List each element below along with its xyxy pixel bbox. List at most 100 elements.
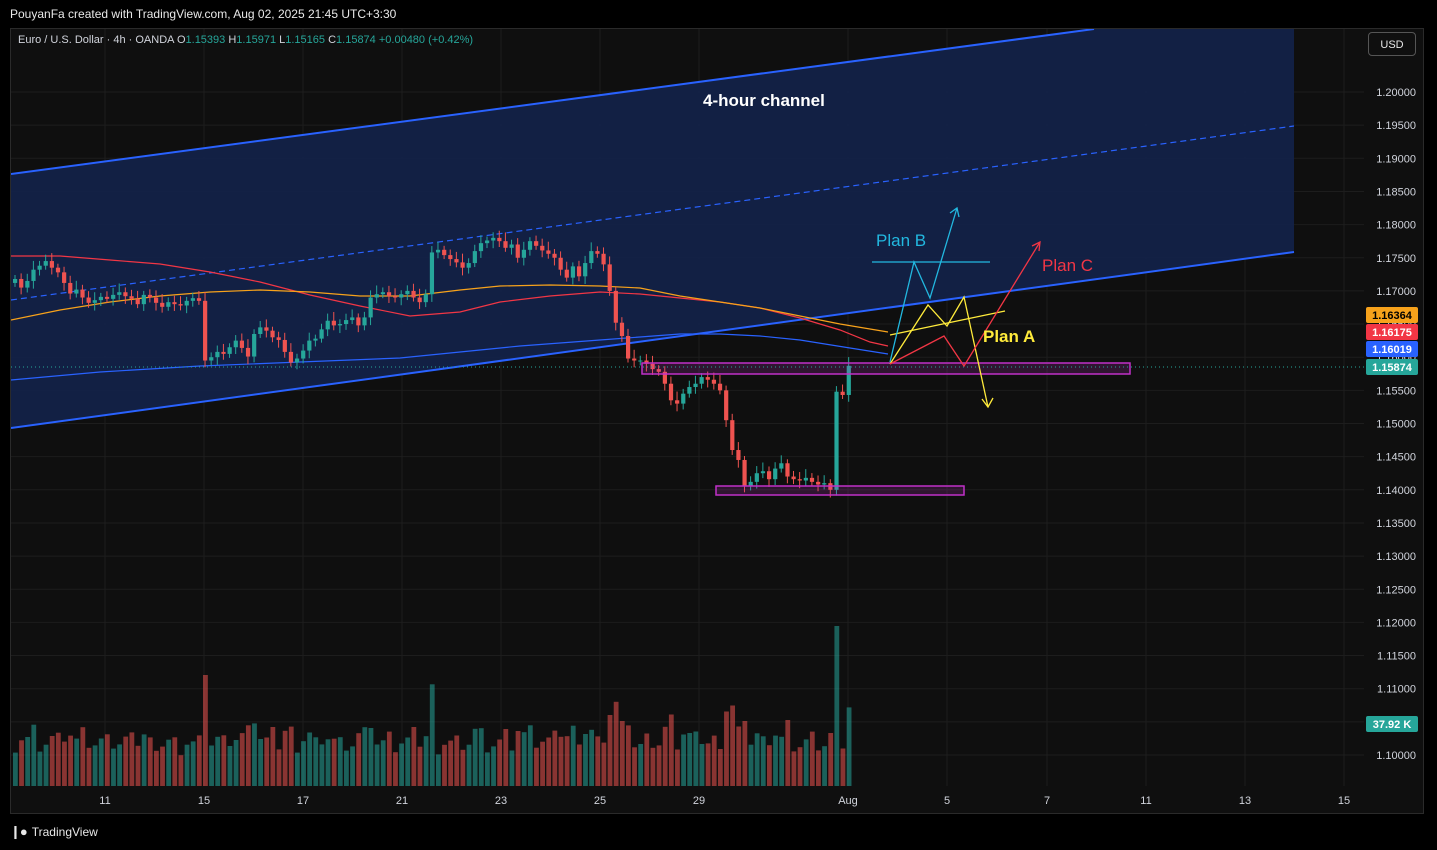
candle-body [172, 302, 177, 305]
volume-bar [13, 752, 18, 786]
candle-body [595, 251, 600, 254]
candle-body [472, 251, 477, 264]
volume-bar [552, 730, 558, 786]
currency-button[interactable]: USD [1368, 32, 1416, 56]
candle-body [331, 320, 336, 326]
volume-bar [313, 737, 319, 786]
candle-body [619, 322, 625, 336]
candle-body [399, 294, 404, 298]
y-tick-label: 1.18000 [1376, 220, 1416, 232]
plan-c-path[interactable] [889, 241, 1041, 368]
volume-bar [803, 739, 809, 786]
volume-bar [534, 747, 539, 786]
legend-close-label: C [328, 34, 337, 46]
volume-bar [301, 741, 306, 786]
candle-body [681, 393, 686, 404]
volume-bar [74, 738, 80, 786]
volume-bar [509, 750, 515, 786]
volume-bar [742, 721, 748, 786]
price-axis[interactable]: 1.20000 1.19500 1.19000 1.18500 1.18000 1.175… [1376, 87, 1416, 762]
candle-body [245, 347, 251, 357]
y-tick-label: 1.13000 [1376, 551, 1416, 563]
candle-body [809, 477, 815, 482]
x-tick-label: 29 [693, 795, 705, 807]
volume-bar [25, 737, 31, 786]
volume-bar [632, 747, 637, 786]
candle-body [307, 340, 312, 351]
x-tick-label: 13 [1239, 795, 1251, 807]
x-tick-label: 15 [1338, 795, 1350, 807]
volume-bar [55, 732, 61, 786]
candle-body [203, 300, 208, 361]
volume-bar [472, 728, 478, 786]
channel-mid-line [11, 125, 1295, 301]
plan-b-path[interactable] [889, 207, 958, 363]
candle-body [717, 383, 723, 391]
candle-body [589, 251, 594, 264]
volume-bar [393, 752, 398, 786]
candle-body [19, 278, 24, 288]
volume-bar [227, 746, 233, 786]
volume-bar [221, 735, 227, 786]
time-axis[interactable]: 11 15 17 21 23 25 29 Aug 5 7 11 13 15 [99, 795, 1350, 807]
volume-bar [337, 737, 343, 786]
candle-body [209, 357, 214, 361]
volume-bar [417, 746, 423, 786]
candle-body [350, 317, 355, 321]
candle-body [104, 296, 110, 299]
candle-body [773, 468, 778, 480]
candle-body [55, 267, 61, 273]
volume-bar [368, 728, 374, 786]
candle-body [160, 302, 165, 307]
ma-red-line [11, 255, 889, 347]
candle-body [454, 259, 459, 263]
candle-body [534, 241, 539, 246]
volume-bar [386, 731, 392, 786]
resistance-zone[interactable] [641, 362, 1131, 375]
volume-bar [141, 734, 147, 786]
ma-orange-line [11, 284, 889, 333]
plan-c-arrowhead [1031, 240, 1041, 252]
x-tick-label: 15 [198, 795, 210, 807]
volume-bar [160, 746, 165, 786]
y-tick-label: 1.19000 [1376, 153, 1416, 165]
plan-a-trendline [889, 310, 1006, 336]
candle-body [344, 320, 349, 325]
candle-body [668, 383, 674, 401]
candlesticks [13, 230, 851, 498]
volume-bar [429, 684, 435, 786]
volume-bar [405, 737, 411, 786]
support-zone[interactable] [715, 485, 965, 496]
candle-body [282, 339, 287, 352]
candle-body [233, 340, 238, 348]
candle-body [699, 377, 704, 384]
x-tick-label: 23 [495, 795, 507, 807]
candle-body [276, 337, 281, 340]
volume-bar [668, 714, 674, 786]
volume-bar [797, 747, 803, 786]
volume-bar [264, 737, 270, 786]
volume-bar [779, 736, 785, 786]
candle-body [429, 252, 435, 295]
candle-body [748, 481, 753, 487]
volume-bar [589, 729, 595, 786]
candle-body [711, 379, 717, 384]
volume-bar [546, 737, 552, 786]
candle-body [846, 365, 851, 395]
channel-label: 4-hour channel [703, 91, 825, 110]
tradingview-logo[interactable]: ❙● TradingView [10, 824, 98, 840]
volume-label-text: 37.92 K [1373, 719, 1412, 731]
volume-bar [454, 735, 460, 786]
volume-bar [699, 744, 705, 786]
volume-bar [178, 755, 184, 786]
candle-body [294, 358, 300, 363]
volume-bar [791, 751, 797, 786]
y-tick-label: 1.18500 [1376, 186, 1416, 198]
volume-bar [583, 734, 588, 786]
candle-body [791, 476, 796, 480]
plan-a-label: Plan A [983, 327, 1035, 346]
volume-bar [570, 725, 576, 786]
volume-bar [233, 740, 239, 786]
plan-a-path[interactable] [889, 295, 989, 408]
